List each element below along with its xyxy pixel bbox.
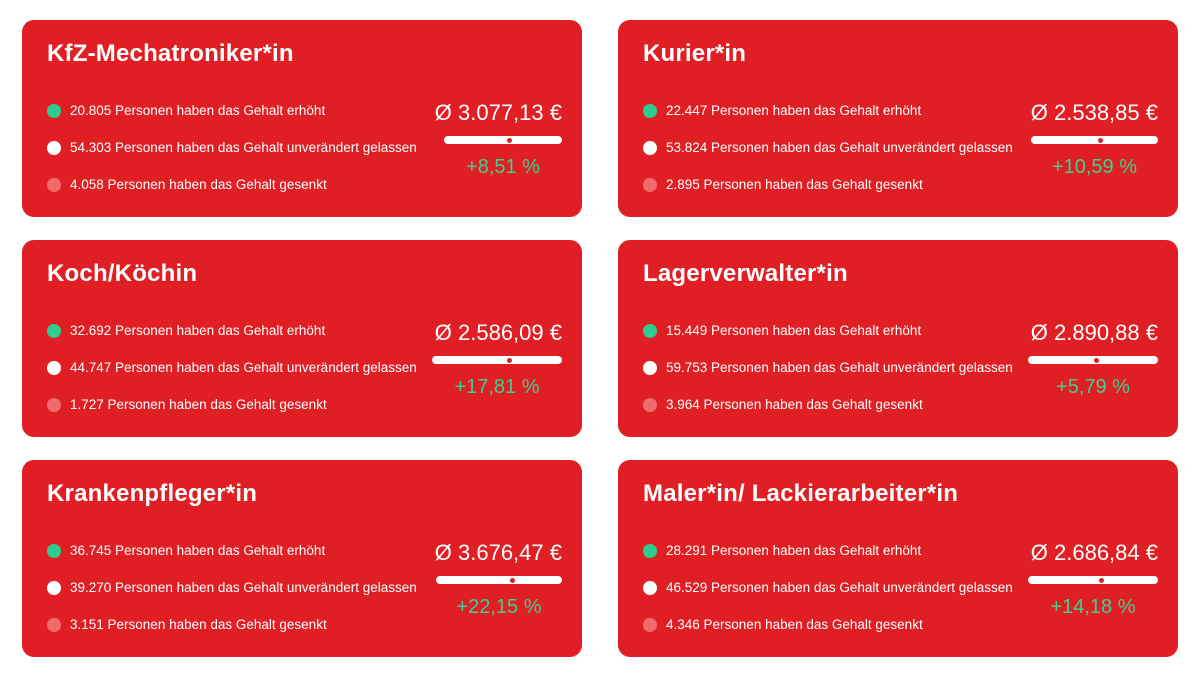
down-dot-icon: [47, 397, 61, 412]
job-title: Maler*in/ Lackierarbeiter*in: [643, 480, 959, 507]
stat-same-text: 44.747 Personen haben das Gehalt unverän…: [70, 360, 417, 375]
salary-marker: [1093, 358, 1099, 363]
stat-down: 4.346 Personen haben das Gehalt gesenkt: [643, 617, 923, 632]
salary-change: +14,18 %: [1050, 596, 1136, 618]
same-dot-icon: [643, 140, 657, 155]
stat-up: 22.447 Personen haben das Gehalt erhöht: [643, 103, 921, 118]
salary-marker: [1097, 138, 1103, 143]
stat-down: 3.151 Personen haben das Gehalt gesenkt: [47, 617, 327, 632]
stat-down: 3.964 Personen haben das Gehalt gesenkt: [643, 397, 923, 412]
average-salary: Ø 2.686,84 €: [1030, 540, 1158, 565]
job-title: Kurier*in: [643, 40, 747, 67]
down-dot-icon: [643, 177, 657, 192]
salary-card: Maler*in/ Lackierarbeiter*in 28.291 Perso…: [618, 460, 1178, 657]
down-dot-icon: [643, 397, 657, 412]
stat-up: 32.692 Personen haben das Gehalt erhöht: [47, 323, 325, 338]
stat-down-text: 1.727 Personen haben das Gehalt gesenkt: [70, 397, 327, 412]
stat-down: 1.727 Personen haben das Gehalt gesenkt: [47, 397, 327, 412]
salary-change: +22,15 %: [456, 596, 542, 618]
stat-same: 46.529 Personen haben das Gehalt unverän…: [643, 580, 1013, 595]
average-salary: Ø 2.890,88 €: [1030, 320, 1158, 345]
job-title: KfZ-Mechatroniker*in: [47, 40, 294, 67]
salary-range-bar: [432, 356, 562, 364]
stat-up: 36.745 Personen haben das Gehalt erhöht: [47, 543, 325, 558]
job-title: Koch/Köchin: [47, 260, 198, 287]
salary-card: Lagerverwalter*in 15.449 Personen haben d…: [618, 240, 1178, 437]
salary-change: +5,79 %: [1056, 376, 1130, 398]
stat-same-text: 59.753 Personen haben das Gehalt unverän…: [666, 360, 1013, 375]
salary-change: +17,81 %: [454, 376, 540, 398]
stat-up: 28.291 Personen haben das Gehalt erhöht: [643, 543, 921, 558]
stat-same: 44.747 Personen haben das Gehalt unverän…: [47, 360, 417, 375]
same-dot-icon: [643, 360, 657, 375]
up-dot-icon: [47, 103, 61, 118]
salary-range-bar: [436, 576, 562, 584]
stat-down: 2.895 Personen haben das Gehalt gesenkt: [643, 177, 923, 192]
stat-down-text: 3.964 Personen haben das Gehalt gesenkt: [666, 397, 923, 412]
job-title: Krankenpfleger*in: [47, 480, 258, 507]
same-dot-icon: [47, 360, 61, 375]
stat-same: 53.824 Personen haben das Gehalt unverän…: [643, 140, 1013, 155]
stat-same-text: 54.303 Personen haben das Gehalt unverän…: [70, 140, 417, 155]
average-salary: Ø 2.538,85 €: [1030, 100, 1158, 125]
stat-down-text: 3.151 Personen haben das Gehalt gesenkt: [70, 617, 327, 632]
salary-marker: [509, 578, 515, 583]
average-salary: Ø 3.676,47 €: [434, 540, 562, 565]
stat-same: 54.303 Personen haben das Gehalt unverän…: [47, 140, 417, 155]
same-dot-icon: [47, 140, 61, 155]
salary-card: Krankenpfleger*in 36.745 Personen haben d…: [22, 460, 582, 657]
salary-range-bar: [444, 136, 562, 144]
same-dot-icon: [47, 580, 61, 595]
up-dot-icon: [47, 543, 61, 558]
salary-range-bar: [1028, 356, 1158, 364]
stat-same-text: 53.824 Personen haben das Gehalt unverän…: [666, 140, 1013, 155]
stat-down: 4.058 Personen haben das Gehalt gesenkt: [47, 177, 327, 192]
stat-up-text: 15.449 Personen haben das Gehalt erhöht: [666, 323, 922, 338]
job-title: Lagerverwalter*in: [643, 260, 848, 287]
salary-marker: [1098, 578, 1104, 583]
salary-card: Koch/Köchin 32.692 Personen haben das Geh…: [22, 240, 582, 437]
stat-down-text: 4.058 Personen haben das Gehalt gesenkt: [70, 177, 327, 192]
down-dot-icon: [47, 617, 61, 632]
stat-same-text: 46.529 Personen haben das Gehalt unverän…: [666, 580, 1013, 595]
salary-marker: [506, 138, 512, 143]
salary-marker: [506, 358, 512, 363]
stat-same: 39.270 Personen haben das Gehalt unverän…: [47, 580, 417, 595]
stat-up-text: 22.447 Personen haben das Gehalt erhöht: [666, 103, 922, 118]
stat-same: 59.753 Personen haben das Gehalt unverän…: [643, 360, 1013, 375]
stat-up-text: 28.291 Personen haben das Gehalt erhöht: [666, 543, 922, 558]
salary-card: Kurier*in 22.447 Personen haben das Gehal…: [618, 20, 1178, 217]
down-dot-icon: [643, 617, 657, 632]
stat-up-text: 36.745 Personen haben das Gehalt erhöht: [70, 543, 326, 558]
up-dot-icon: [643, 103, 657, 118]
up-dot-icon: [643, 323, 657, 338]
salary-card: KfZ-Mechatroniker*in 20.805 Personen habe…: [22, 20, 582, 217]
salary-change: +10,59 %: [1051, 156, 1138, 178]
up-dot-icon: [47, 323, 61, 338]
salary-change: +8,51 %: [466, 156, 540, 178]
salary-range-bar: [1031, 136, 1158, 144]
average-salary: Ø 3.077,13 €: [434, 100, 562, 125]
stat-up-text: 32.692 Personen haben das Gehalt erhöht: [70, 323, 326, 338]
average-salary: Ø 2.586,09 €: [434, 320, 562, 345]
stat-up-text: 20.805 Personen haben das Gehalt erhöht: [70, 103, 326, 118]
stat-up: 15.449 Personen haben das Gehalt erhöht: [643, 323, 921, 338]
stat-down-text: 2.895 Personen haben das Gehalt gesenkt: [666, 177, 923, 192]
down-dot-icon: [47, 177, 61, 192]
stat-down-text: 4.346 Personen haben das Gehalt gesenkt: [666, 617, 923, 632]
stat-up: 20.805 Personen haben das Gehalt erhöht: [47, 103, 325, 118]
up-dot-icon: [643, 543, 657, 558]
same-dot-icon: [643, 580, 657, 595]
salary-range-bar: [1028, 576, 1158, 584]
stat-same-text: 39.270 Personen haben das Gehalt unverän…: [70, 580, 417, 595]
